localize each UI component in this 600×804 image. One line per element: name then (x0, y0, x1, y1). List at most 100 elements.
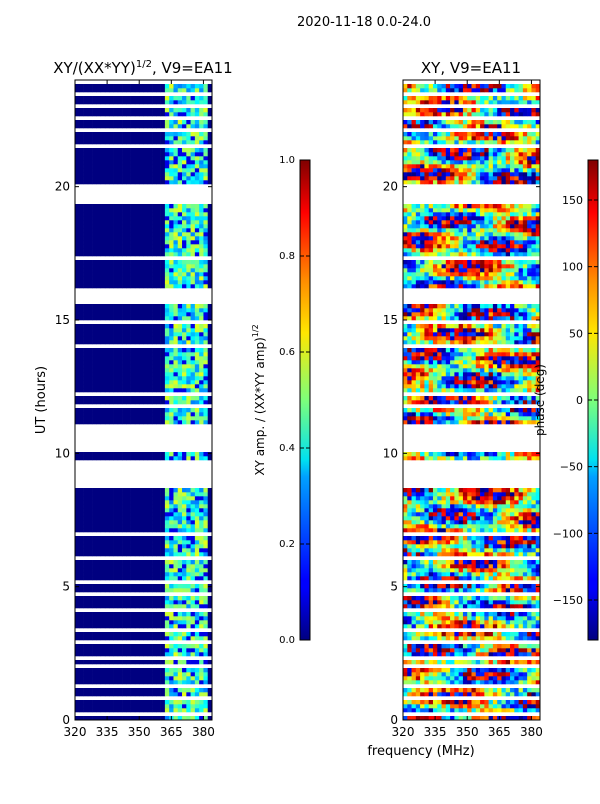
amplitude-cell (160, 564, 166, 569)
phase-cell (505, 540, 511, 545)
amplitude-cell (79, 340, 84, 345)
phase-cell (522, 688, 528, 693)
amplitude-cell (147, 308, 153, 313)
amplitude-cell (199, 564, 204, 569)
phase-cell (441, 520, 447, 525)
amplitude-cell (113, 576, 119, 581)
phase-cell (471, 620, 477, 625)
amplitude-cell (79, 280, 84, 285)
amplitude-cell (83, 620, 89, 625)
phase-cell (531, 548, 537, 553)
amplitude-cell (100, 500, 106, 505)
phase-cell (462, 596, 468, 601)
amplitude-cell (126, 156, 131, 161)
phase-cell (445, 700, 451, 705)
phase-cell (458, 616, 464, 621)
phase-cell (527, 524, 532, 529)
phase-cell (535, 508, 540, 513)
amplitude-cell (177, 676, 183, 681)
amplitude-cell (79, 160, 84, 165)
amplitude-cell (139, 384, 144, 389)
phase-cell (535, 564, 540, 569)
amplitude-cell (160, 100, 166, 105)
amplitude-cell (109, 100, 114, 105)
amplitude-cell (126, 560, 131, 565)
amplitude-cell (134, 632, 140, 637)
phase-cell (437, 624, 442, 629)
amplitude-cell (139, 520, 144, 525)
amplitude-cell (100, 548, 106, 553)
amplitude-cell (186, 280, 191, 285)
amplitude-cell (87, 576, 93, 581)
amplitude-cell (177, 244, 183, 249)
phase-cell (415, 508, 421, 513)
amplitude-cell (130, 160, 136, 165)
amplitude-cell (169, 224, 174, 229)
phase-cell (471, 552, 477, 557)
amplitude-cell (113, 136, 119, 141)
phase-cell (458, 692, 464, 697)
amplitude-cell (186, 332, 191, 337)
phase-cell (505, 700, 511, 705)
amplitude-cell (79, 676, 84, 681)
amplitude-cell (92, 408, 97, 413)
amplitude-cell (87, 600, 93, 605)
phase-cell (531, 660, 537, 665)
amplitude-cell (75, 108, 80, 113)
amplitude-cell (160, 400, 166, 405)
phase-cell (531, 584, 537, 589)
amplitude-cell (173, 616, 179, 621)
amplitude-cell (186, 508, 191, 513)
phase-cell (514, 516, 519, 521)
amplitude-cell (104, 456, 110, 461)
amplitude-cell (143, 652, 149, 657)
amplitude-cell (87, 716, 93, 720)
amplitude-cell (117, 208, 123, 213)
amplitude-cell (152, 332, 157, 337)
amplitude-cell (147, 360, 153, 365)
amplitude-cell (199, 396, 204, 401)
amplitude-cell (96, 412, 101, 417)
amplitude-cell (160, 364, 166, 369)
amplitude-cell (186, 252, 191, 257)
phase-cell (484, 672, 489, 677)
amplitude-cell (152, 564, 157, 569)
phase-cell (445, 588, 451, 593)
phase-cell (424, 660, 429, 665)
amplitude-cell (79, 520, 84, 525)
amplitude-cell (87, 380, 93, 385)
amplitude-cell (117, 524, 123, 529)
amplitude-cell (79, 388, 84, 393)
amplitude-cell (177, 164, 183, 169)
amplitude-cell (177, 364, 183, 369)
amplitude-cell (109, 180, 114, 185)
amplitude-cell (87, 204, 93, 209)
amplitude-cell (190, 312, 196, 317)
amplitude-cell (203, 520, 209, 525)
amplitude-cell (100, 352, 106, 357)
amplitude-cell (134, 584, 140, 589)
phase-cell (505, 692, 511, 697)
phase-cell (518, 584, 524, 589)
amplitude-cell (139, 500, 144, 505)
phase-cell (497, 612, 502, 617)
phase-cell (514, 504, 519, 509)
amplitude-cell (207, 644, 212, 649)
amplitude-cell (173, 588, 179, 593)
amplitude-cell (100, 384, 106, 389)
amplitude-cell (160, 132, 166, 137)
amplitude-cell (156, 452, 161, 457)
phase-cell (428, 612, 434, 617)
phase-cell (514, 620, 519, 625)
amplitude-cell (100, 152, 106, 157)
amplitude-cell (152, 644, 157, 649)
phase-cell (403, 520, 408, 525)
phase-cell (458, 688, 464, 693)
amplitude-cell (130, 312, 136, 317)
amplitude-cell (75, 552, 80, 557)
amplitude-cell (207, 564, 212, 569)
phase-cell (522, 548, 528, 553)
phase-cell (531, 692, 537, 697)
phase-cell (462, 600, 468, 605)
amplitude-cell (190, 416, 196, 421)
